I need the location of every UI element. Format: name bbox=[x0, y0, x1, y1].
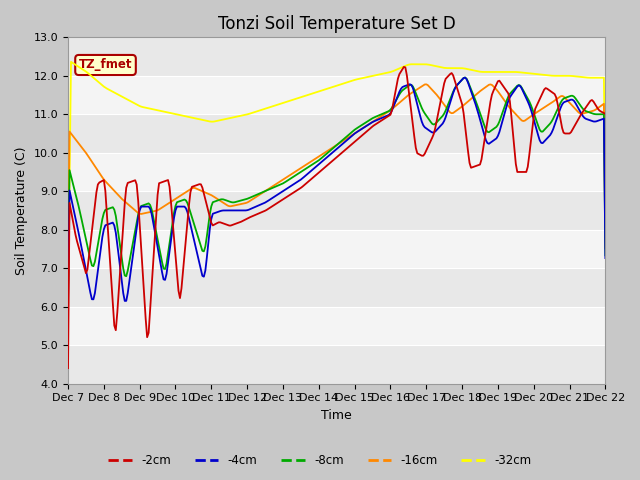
Bar bbox=[68, 114, 605, 153]
Bar bbox=[68, 76, 605, 114]
Bar bbox=[68, 229, 605, 268]
Bar bbox=[68, 37, 605, 76]
Title: Tonzi Soil Temperature Set D: Tonzi Soil Temperature Set D bbox=[218, 15, 456, 33]
Bar bbox=[68, 307, 605, 345]
Bar bbox=[68, 345, 605, 384]
Y-axis label: Soil Temperature (C): Soil Temperature (C) bbox=[15, 146, 28, 275]
X-axis label: Time: Time bbox=[321, 409, 352, 422]
Bar bbox=[68, 191, 605, 229]
Bar bbox=[68, 153, 605, 191]
Text: TZ_fmet: TZ_fmet bbox=[79, 59, 132, 72]
Bar bbox=[68, 268, 605, 307]
Legend: -2cm, -4cm, -8cm, -16cm, -32cm: -2cm, -4cm, -8cm, -16cm, -32cm bbox=[104, 449, 536, 472]
